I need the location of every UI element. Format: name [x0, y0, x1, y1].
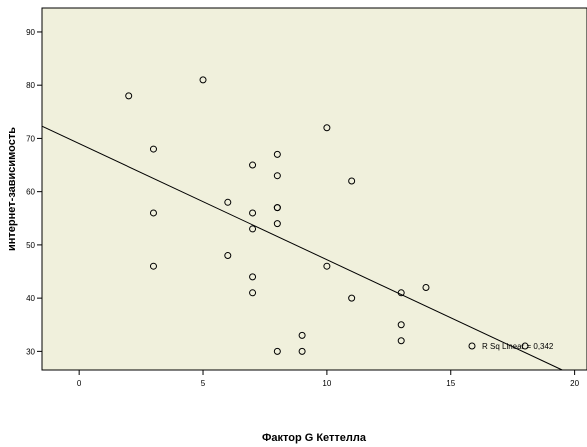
y-tick-label: 60 [26, 188, 35, 197]
plot-area [41, 7, 587, 371]
regression-line [41, 125, 563, 371]
data-point [249, 225, 257, 233]
y-axis-title: интернет-зависимость [6, 127, 18, 251]
data-point [298, 331, 306, 339]
data-point [397, 289, 405, 297]
y-tick-label: 80 [26, 81, 35, 90]
data-point [521, 342, 529, 350]
annotation-layer: R Sq Linear = 0,342 [468, 342, 554, 351]
data-point [149, 262, 157, 270]
data-point [273, 204, 281, 212]
y-tick-label: 40 [26, 294, 35, 303]
data-point [397, 337, 405, 345]
y-tick-label: 30 [26, 347, 35, 356]
data-point [249, 209, 257, 217]
data-points [125, 76, 529, 355]
r-squared-annotation: R Sq Linear = 0,342 [482, 342, 554, 351]
annotation-marker [468, 342, 476, 350]
data-point [273, 172, 281, 180]
data-point [273, 347, 281, 355]
data-point [149, 145, 157, 153]
data-point [199, 76, 207, 84]
data-point [273, 220, 281, 228]
data-point [323, 124, 331, 132]
y-tick-label: 70 [26, 134, 35, 143]
x-axis-title: Фактор G Кеттелла [262, 432, 367, 444]
data-point [125, 92, 133, 100]
data-point [249, 273, 257, 281]
y-tick-label: 50 [26, 241, 35, 250]
x-tick-label: 20 [570, 379, 579, 388]
data-point [249, 289, 257, 297]
data-point [224, 198, 232, 206]
data-point [249, 161, 257, 169]
data-point [149, 209, 157, 217]
x-tick-label: 0 [77, 379, 82, 388]
data-point [348, 177, 356, 185]
x-tick-label: 10 [322, 379, 331, 388]
data-point [273, 150, 281, 158]
y-axis: 30 40 50 60 70 80 90 [26, 28, 42, 356]
x-axis: 0 5 10 15 20 [77, 370, 580, 388]
data-point [397, 321, 405, 329]
data-point [224, 252, 232, 260]
data-point [298, 347, 306, 355]
fit-line-layer [41, 125, 563, 371]
data-point [323, 262, 331, 270]
data-point [348, 294, 356, 302]
x-tick-label: 5 [201, 379, 206, 388]
y-tick-label: 90 [26, 28, 35, 37]
data-point [422, 283, 430, 291]
x-tick-label: 15 [446, 379, 455, 388]
